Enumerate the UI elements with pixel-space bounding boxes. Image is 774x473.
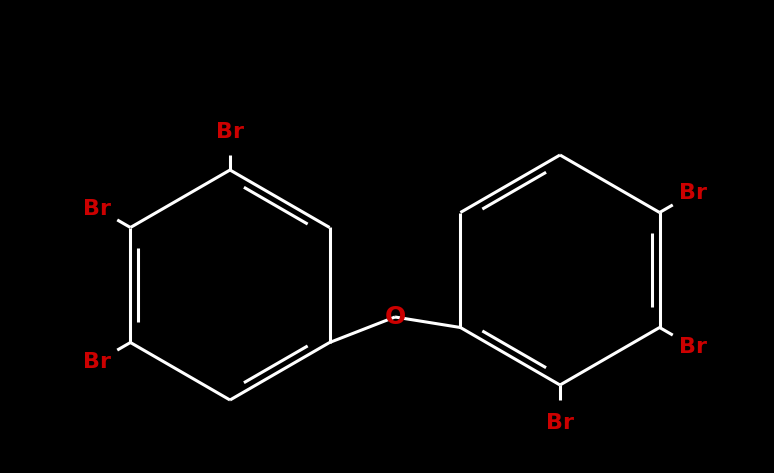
- Text: Br: Br: [679, 336, 707, 357]
- Text: O: O: [385, 305, 406, 329]
- Text: Br: Br: [84, 351, 111, 371]
- Text: Br: Br: [216, 122, 244, 142]
- Text: Br: Br: [84, 199, 111, 219]
- Text: Br: Br: [679, 184, 707, 203]
- Text: Br: Br: [546, 413, 574, 433]
